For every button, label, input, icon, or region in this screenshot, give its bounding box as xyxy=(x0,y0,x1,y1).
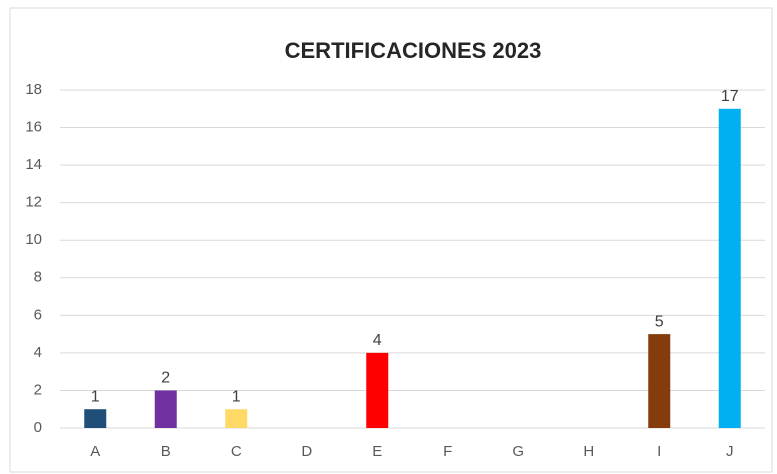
x-tick-label: B xyxy=(161,443,171,460)
x-tick-label: G xyxy=(512,443,524,460)
y-tick-label: 16 xyxy=(25,119,42,136)
x-tick-label: C xyxy=(231,443,242,460)
y-tick-label: 10 xyxy=(25,231,42,248)
x-tick-label: F xyxy=(443,443,452,460)
data-label: 5 xyxy=(655,313,664,330)
y-tick-label: 12 xyxy=(25,194,42,211)
bar xyxy=(84,409,107,428)
y-tick-label: 6 xyxy=(34,306,42,323)
bar xyxy=(648,334,671,428)
chart-title: CERTIFICACIONES 2023 xyxy=(285,38,542,63)
y-tick-label: 4 xyxy=(34,344,42,361)
bar xyxy=(225,409,248,428)
y-tick-label: 8 xyxy=(34,269,42,286)
x-tick-label: D xyxy=(301,443,312,460)
y-tick-label: 18 xyxy=(25,81,42,98)
data-label: 17 xyxy=(721,88,739,105)
data-label: 4 xyxy=(373,332,382,349)
bar xyxy=(154,390,177,428)
bar xyxy=(366,352,389,428)
x-tick-label: H xyxy=(583,443,594,460)
data-label: 2 xyxy=(161,370,170,387)
data-label: 1 xyxy=(91,388,100,405)
x-tick-label: E xyxy=(372,443,382,460)
y-tick-label: 0 xyxy=(34,419,42,436)
y-tick-label: 2 xyxy=(34,381,42,398)
bar xyxy=(718,108,741,429)
x-tick-label: I xyxy=(657,443,661,460)
x-tick-label: A xyxy=(90,443,100,460)
y-tick-label: 14 xyxy=(25,156,42,173)
data-label: 1 xyxy=(232,388,241,405)
x-tick-label: J xyxy=(726,443,734,460)
